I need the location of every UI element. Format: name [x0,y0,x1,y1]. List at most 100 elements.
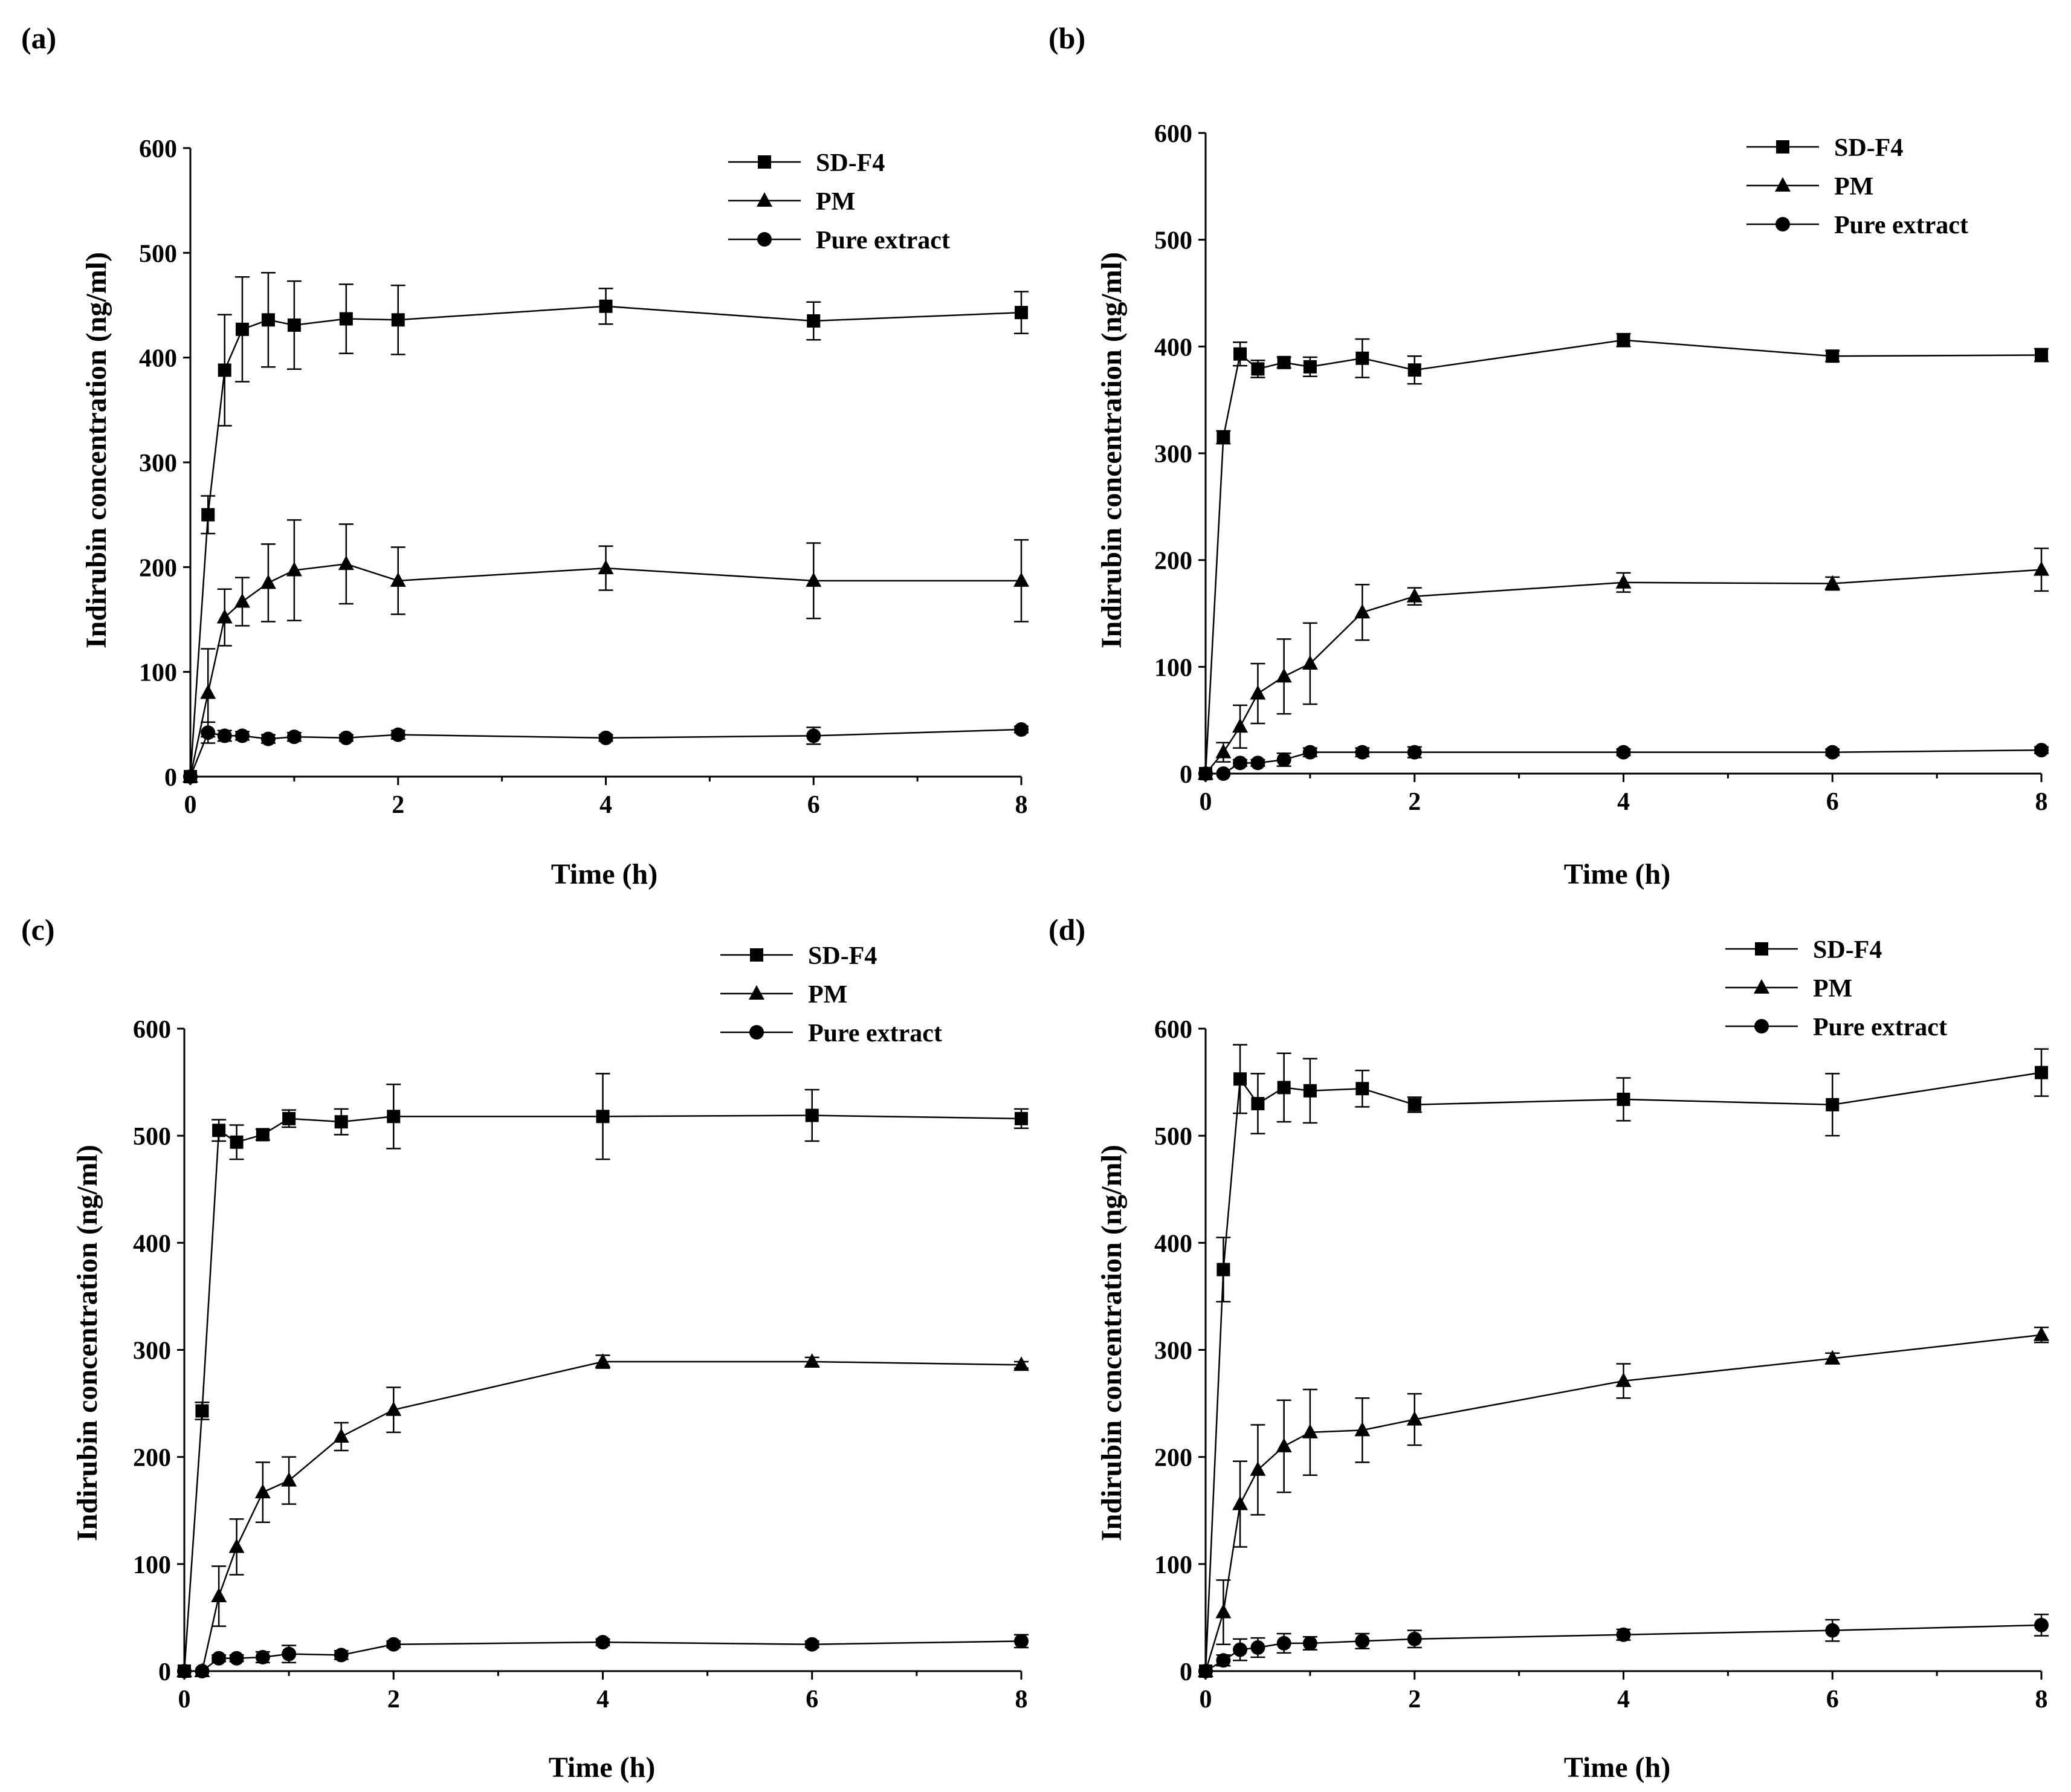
data-point-pure-extract [1355,745,1370,760]
data-point-pure-extract [1616,745,1631,760]
y-tick-label: 200 [139,554,177,582]
data-point-pm [1824,575,1841,590]
data-point-pm [1232,718,1249,733]
data-point-pm [1232,1495,1249,1510]
data-point-pure-extract [177,1664,192,1678]
x-tick-label: 8 [1015,1686,1028,1713]
y-tick-label: 400 [1154,1230,1192,1258]
data-point-pure-extract [212,1651,227,1666]
data-point-sd-f4 [1277,1081,1291,1095]
x-axis-title: Time (h) [1564,1752,1670,1784]
y-tick-label: 300 [139,450,177,477]
data-point-pure-extract [2034,1617,2049,1632]
legend-marker-pure-extract [749,1025,764,1040]
data-point-pure-extract [1198,1664,1213,1678]
data-point-pm [806,572,822,587]
x-tick-label: 0 [1200,1686,1212,1713]
y-tick-label: 300 [133,1338,171,1365]
legend-marker-sd-f4 [1776,140,1789,154]
data-point-pure-extract [1825,745,1840,760]
y-tick-label: 500 [139,240,177,268]
x-tick-label: 2 [1408,788,1421,816]
legend-marker-pure-extract [1754,1019,1769,1033]
data-point-sd-f4 [1303,360,1317,374]
data-point-pure-extract [1233,755,1248,771]
legend-marker-pure-extract [757,232,772,247]
x-tick-label: 2 [387,1686,400,1713]
data-point-sd-f4 [230,1135,244,1149]
data-point-pm [1354,604,1371,619]
legend-label-sd-f4: SD-F4 [1834,134,1903,162]
series-line-sd-f4 [189,305,1022,777]
data-point-pure-extract [286,729,302,745]
x-tick-label: 6 [806,1686,818,1713]
y-tick-label: 200 [1154,1444,1192,1472]
panel-label: (b) [1048,21,1085,55]
data-point-sd-f4 [1826,1098,1840,1111]
data-point-sd-f4 [1826,349,1840,363]
data-point-pm [200,684,216,699]
series-line-sd-f4 [1204,339,2042,774]
data-point-pm [1215,1603,1232,1619]
y-tick-label: 600 [139,135,177,163]
data-point-sd-f4 [1355,351,1369,365]
y-tick-label: 500 [1154,1123,1192,1151]
y-tick-label: 0 [158,1658,171,1686]
data-point-pure-extract [1014,722,1029,737]
legend-label-pure-extract: Pure extract [808,1020,942,1047]
data-point-pure-extract [1216,766,1231,781]
data-point-sd-f4 [1251,1097,1265,1111]
data-point-sd-f4 [261,313,275,327]
x-tick-label: 0 [1200,788,1212,816]
data-point-pm [1615,1372,1632,1387]
data-point-sd-f4 [1303,1084,1317,1098]
x-axis-title: Time (h) [551,858,657,890]
panel-c: (c) Indirubin concentration (ng/ml) Time… [21,913,1029,1784]
data-point-pure-extract [386,1637,401,1652]
data-point-pm [1615,574,1632,589]
data-point-sd-f4 [282,1111,296,1125]
y-axis-title: Indirubin concentration (ng/ml) [1096,1145,1128,1541]
data-point-pure-extract [2034,743,2049,758]
data-point-sd-f4 [2035,1066,2048,1079]
data-point-sd-f4 [1251,362,1265,376]
x-tick-label: 6 [1826,788,1839,816]
x-tick-label: 0 [184,791,197,819]
data-point-pure-extract [260,731,276,746]
series-line-pm [184,1360,1022,1672]
data-point-sd-f4 [1407,363,1421,377]
series-line-pm [1205,569,2042,774]
legend-label-pure-extract: Pure extract [816,227,950,254]
data-point-sd-f4 [334,1115,348,1129]
data-point-pm [1406,587,1423,603]
y-tick-label: 100 [1154,654,1192,682]
x-tick-label: 2 [392,791,404,819]
data-point-pm [1302,655,1318,670]
data-point-pm [211,1587,227,1602]
data-point-sd-f4 [805,1108,819,1122]
data-point-pure-extract [1014,1634,1029,1649]
data-point-pure-extract [1276,1635,1291,1651]
x-tick-label: 8 [1015,791,1028,819]
data-point-sd-f4 [1233,1072,1247,1086]
legend-label-pure-extract: Pure extract [1834,212,1968,239]
legend-marker-sd-f4 [1755,942,1768,956]
data-point-sd-f4 [1015,1111,1028,1125]
data-point-pure-extract [234,728,250,743]
data-point-pure-extract [217,728,232,743]
legend-label-pm: PM [1834,173,1873,201]
data-point-pm [1354,1422,1371,1437]
data-point-pm [595,1353,611,1368]
x-tick-label: 6 [1826,1686,1839,1713]
data-point-pure-extract [1302,745,1317,760]
data-point-pm [1276,668,1292,683]
legend-marker-pm [757,192,772,207]
legend-label-pm: PM [808,981,847,1009]
data-point-sd-f4 [1015,306,1028,320]
data-point-pure-extract [1616,1627,1631,1642]
data-point-pm [338,555,354,571]
data-point-pm [333,1428,349,1443]
data-point-pm [1276,1437,1292,1452]
data-point-pure-extract [1407,1631,1422,1646]
data-point-pure-extract [804,1637,819,1652]
